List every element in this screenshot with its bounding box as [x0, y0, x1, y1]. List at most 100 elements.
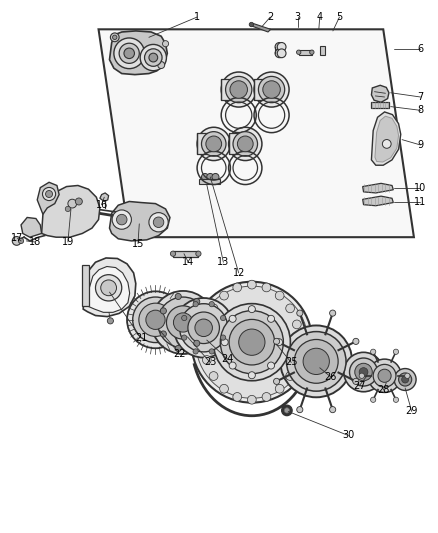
- Circle shape: [201, 132, 226, 156]
- Circle shape: [248, 305, 255, 313]
- Circle shape: [213, 304, 290, 381]
- Circle shape: [133, 297, 178, 343]
- Circle shape: [371, 397, 376, 402]
- Circle shape: [282, 405, 292, 416]
- Circle shape: [196, 251, 201, 256]
- Circle shape: [212, 173, 219, 181]
- Circle shape: [153, 217, 164, 228]
- Circle shape: [330, 310, 336, 316]
- Circle shape: [221, 338, 228, 346]
- Circle shape: [146, 310, 165, 329]
- Circle shape: [280, 326, 352, 397]
- Circle shape: [344, 352, 383, 392]
- Text: 14: 14: [182, 257, 194, 267]
- Circle shape: [107, 318, 113, 324]
- Circle shape: [114, 38, 145, 69]
- Circle shape: [294, 340, 338, 383]
- Circle shape: [286, 372, 294, 381]
- Circle shape: [112, 210, 131, 229]
- Circle shape: [193, 302, 198, 307]
- Circle shape: [220, 384, 229, 393]
- Circle shape: [101, 280, 117, 296]
- Circle shape: [405, 373, 410, 378]
- Bar: [320, 46, 325, 55]
- Circle shape: [286, 332, 346, 391]
- Circle shape: [229, 127, 262, 160]
- Polygon shape: [83, 258, 136, 317]
- Polygon shape: [37, 182, 59, 214]
- Text: 11: 11: [414, 197, 427, 207]
- Circle shape: [393, 349, 399, 354]
- Circle shape: [149, 53, 158, 62]
- Circle shape: [286, 304, 294, 313]
- Text: 25: 25: [285, 358, 297, 367]
- Circle shape: [297, 50, 301, 54]
- Circle shape: [68, 199, 77, 208]
- Circle shape: [197, 127, 230, 160]
- Circle shape: [239, 329, 265, 356]
- Circle shape: [160, 331, 166, 337]
- Text: 2: 2: [267, 12, 273, 22]
- Circle shape: [303, 348, 329, 375]
- Circle shape: [182, 316, 187, 321]
- Circle shape: [393, 397, 399, 402]
- Text: 5: 5: [336, 12, 343, 22]
- Circle shape: [368, 359, 401, 392]
- Text: 16: 16: [95, 200, 108, 209]
- Circle shape: [194, 340, 200, 346]
- Text: 27: 27: [353, 381, 365, 391]
- Circle shape: [139, 303, 172, 336]
- Polygon shape: [371, 112, 401, 165]
- Circle shape: [277, 43, 286, 51]
- Bar: [371, 102, 389, 108]
- Circle shape: [196, 286, 308, 398]
- Circle shape: [394, 368, 416, 391]
- Circle shape: [371, 349, 376, 354]
- Circle shape: [152, 291, 215, 354]
- Bar: [254, 79, 272, 100]
- Circle shape: [355, 364, 372, 381]
- Circle shape: [193, 349, 198, 354]
- Circle shape: [226, 76, 252, 103]
- Bar: [299, 50, 312, 55]
- Circle shape: [180, 304, 228, 352]
- Text: 9: 9: [417, 140, 424, 150]
- Polygon shape: [251, 23, 271, 32]
- Text: 24: 24: [222, 354, 234, 364]
- Circle shape: [158, 297, 208, 348]
- Circle shape: [275, 43, 284, 51]
- Circle shape: [229, 362, 236, 369]
- Circle shape: [230, 81, 247, 98]
- Circle shape: [399, 373, 412, 386]
- Polygon shape: [110, 31, 167, 75]
- Text: 4: 4: [317, 12, 323, 22]
- Circle shape: [237, 136, 253, 152]
- Text: 17: 17: [11, 233, 24, 243]
- Circle shape: [249, 22, 254, 27]
- Polygon shape: [99, 29, 414, 237]
- Circle shape: [117, 214, 127, 225]
- Polygon shape: [371, 85, 389, 102]
- Circle shape: [229, 319, 275, 365]
- Text: 10: 10: [414, 183, 427, 192]
- Circle shape: [158, 61, 165, 69]
- Circle shape: [275, 384, 284, 393]
- Circle shape: [65, 206, 71, 212]
- Circle shape: [262, 392, 271, 401]
- Text: 7: 7: [417, 92, 424, 102]
- Circle shape: [209, 372, 218, 381]
- Circle shape: [254, 72, 289, 107]
- Text: 15: 15: [132, 239, 144, 248]
- Circle shape: [209, 349, 214, 354]
- Text: 6: 6: [417, 44, 424, 54]
- Circle shape: [202, 319, 208, 326]
- Text: 19: 19: [62, 237, 74, 247]
- Bar: [229, 133, 245, 154]
- Circle shape: [220, 311, 283, 374]
- Circle shape: [295, 338, 304, 346]
- Circle shape: [233, 392, 242, 401]
- Circle shape: [42, 188, 56, 200]
- Circle shape: [276, 338, 283, 346]
- Circle shape: [220, 335, 226, 340]
- Bar: [199, 179, 220, 184]
